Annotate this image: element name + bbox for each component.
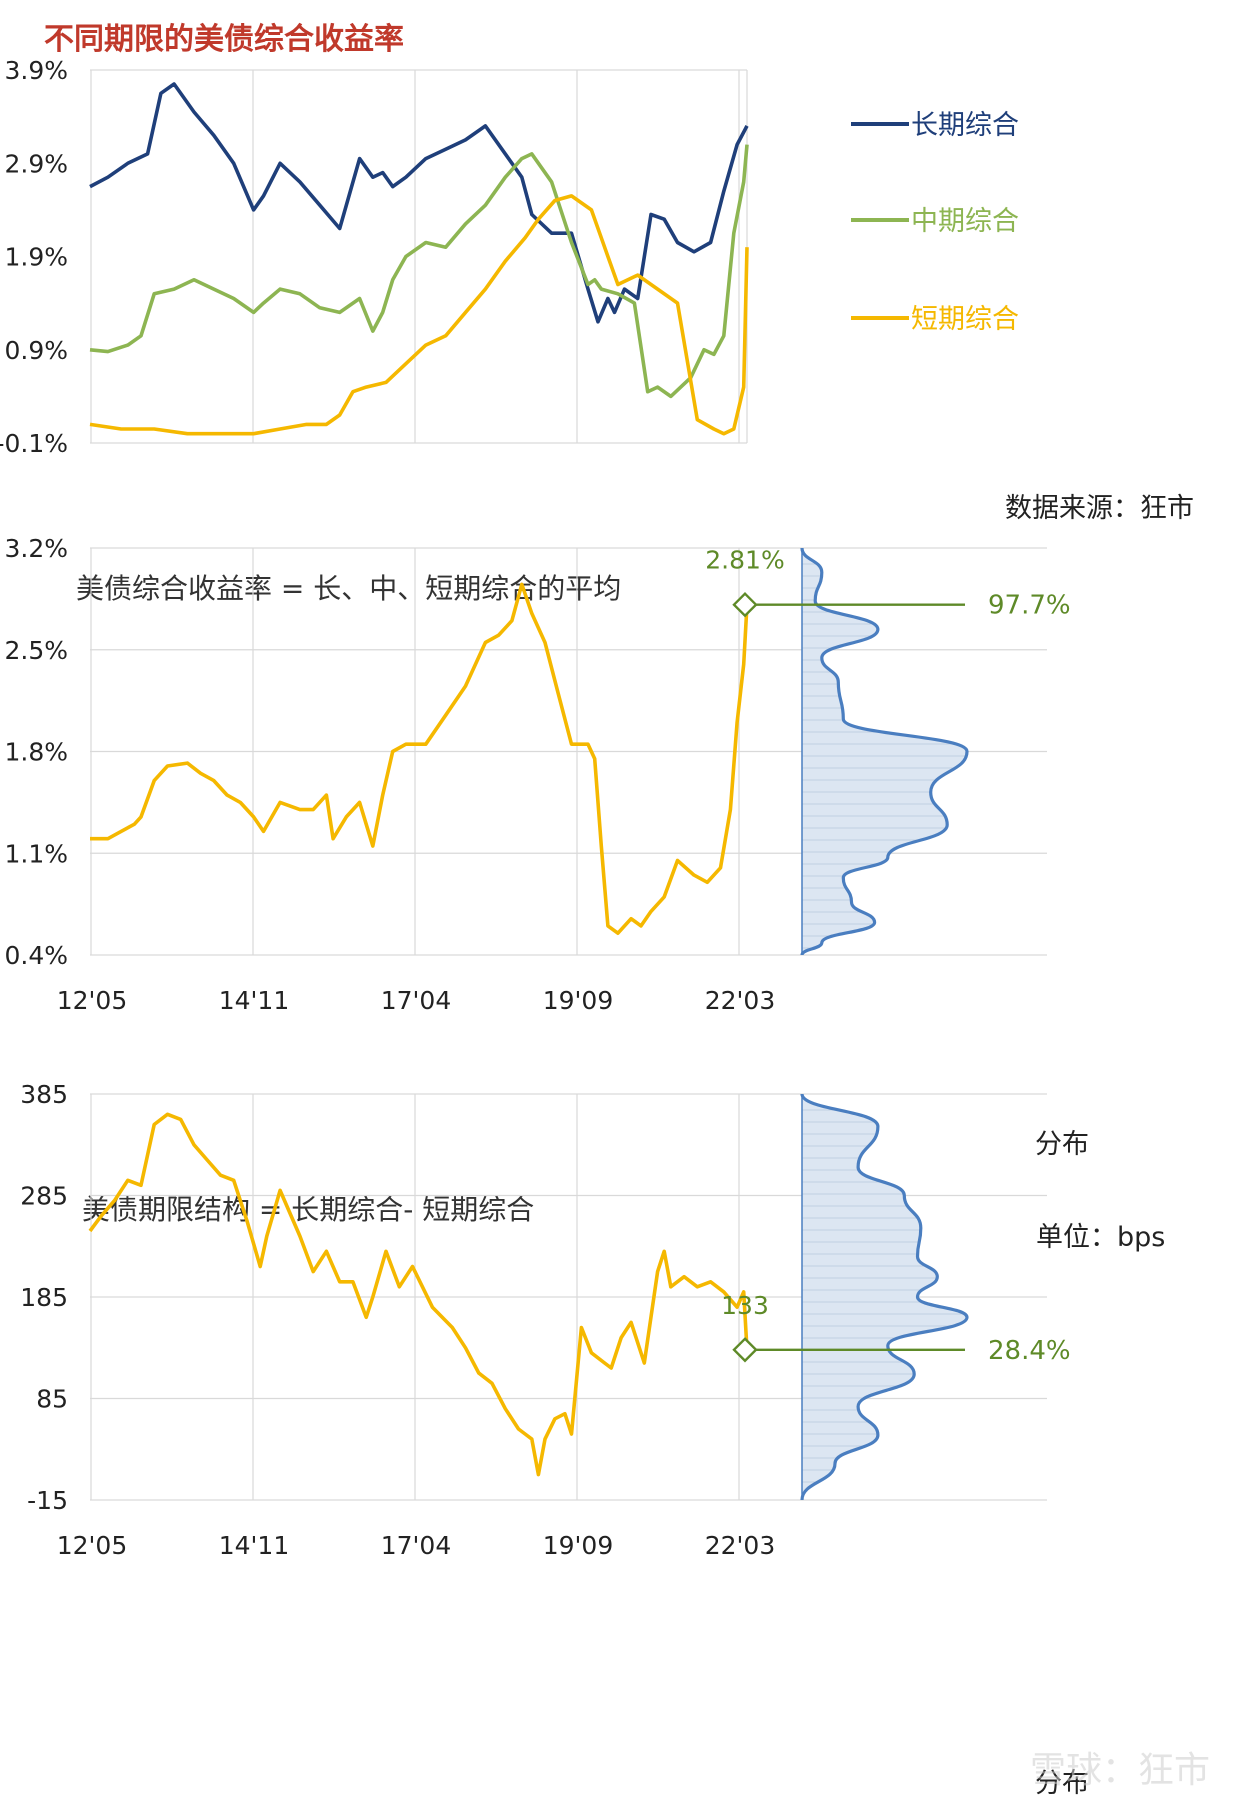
distribution-fill: [802, 548, 967, 955]
x-tick-label: 22'03: [705, 1531, 776, 1560]
series-line: [89, 144, 749, 399]
percentile-label: 97.7%: [988, 591, 1071, 621]
series-line: [89, 194, 749, 436]
percentile-label: 28.4%: [988, 1336, 1071, 1366]
y-tick-label: 3.2%: [4, 534, 68, 563]
source-note: 数据来源：狂市: [1005, 493, 1194, 524]
panel-average-yield: 3.2% 2.5% 1.8% 1.1% 0.4% 12'05 14'11 17'04 19'09…: [4, 534, 1070, 1015]
panel-yield-by-term: 3.9% 2.9% 1.9% 0.9% -0.1%: [0, 56, 749, 458]
distribution-curve: [800, 547, 969, 956]
y-tick-label: 1.8%: [4, 738, 68, 767]
y-tick-label: 0.4%: [4, 941, 68, 970]
panel3-unit: 单位：bps: [1036, 1222, 1165, 1253]
x-tick-label: 19'09: [543, 986, 614, 1015]
current-value-marker: [732, 591, 758, 618]
dist-label-p2: 分布: [1035, 1129, 1089, 1160]
series-line: [88, 1112, 749, 1477]
x-tick-label: 14'11: [219, 986, 290, 1015]
x-tick-label: 14'11: [219, 1531, 290, 1560]
y-tick-label: -15: [27, 1486, 68, 1515]
series-line: [90, 582, 749, 936]
distribution-curve: [800, 1093, 969, 1501]
distribution-fill: [802, 1094, 967, 1500]
dist-label-p3: 分布: [1035, 1768, 1089, 1796]
y-tick-label: -0.1%: [0, 429, 68, 458]
y-tick-label: 1.1%: [4, 839, 68, 868]
x-tick-label: 19'09: [543, 1531, 614, 1560]
x-tick-label: 12'05: [57, 986, 128, 1015]
y-tick-label: 3.9%: [4, 56, 68, 85]
x-tick-label: 17'04: [381, 986, 452, 1015]
panel2-title: 美债综合收益率 = 长、中、短期综合的平均: [76, 572, 621, 605]
y-tick-label: 85: [36, 1385, 68, 1414]
chart-title: 不同期限的美债综合收益率: [44, 22, 404, 57]
y-tick-label: 185: [20, 1283, 68, 1312]
legend-label: 短期综合: [911, 304, 1019, 335]
x-tick-label: 22'03: [705, 986, 776, 1015]
legend-label: 长期综合: [911, 110, 1019, 141]
x-tick-label: 12'05: [57, 1531, 128, 1560]
y-tick-label: 2.5%: [4, 636, 68, 665]
watermark: 雪球：狂市: [1030, 1750, 1210, 1791]
x-tick-label: 17'04: [381, 1531, 452, 1560]
y-tick-label: 0.9%: [4, 336, 68, 365]
current-value-label: 133: [721, 1291, 769, 1320]
y-tick-label: 2.9%: [4, 149, 68, 178]
panel3-title: 美债期限结构 = 长期综合- 短期综合: [82, 1193, 534, 1226]
current-value-label: 2.81%: [705, 546, 784, 575]
y-tick-label: 1.9%: [4, 243, 68, 272]
y-tick-label: 385: [20, 1080, 68, 1109]
y-tick-label: 285: [20, 1182, 68, 1211]
panel-term-structure: 385 285 185 85 -15 12'05 14'11 17'04 19'09 22'03 1…: [20, 1080, 1070, 1560]
current-value-marker: [732, 1337, 758, 1363]
series-line: [89, 82, 749, 324]
legend-label: 中期综合: [911, 206, 1019, 237]
